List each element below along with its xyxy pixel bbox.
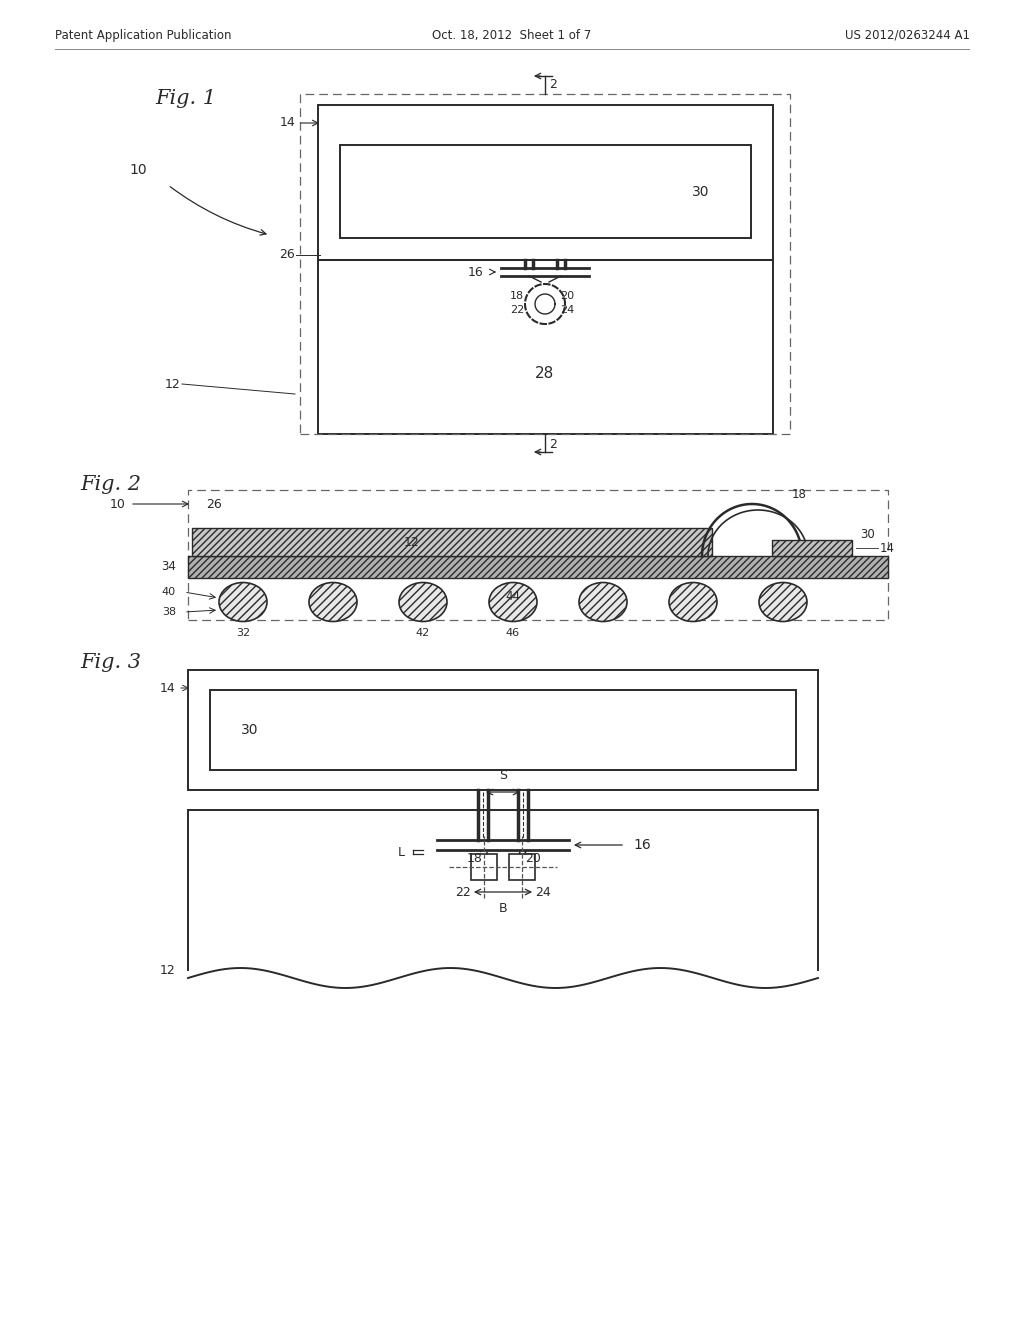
Text: B: B xyxy=(499,902,507,915)
Text: 18: 18 xyxy=(792,487,807,500)
Text: 30: 30 xyxy=(860,528,874,540)
Text: 26: 26 xyxy=(206,498,222,511)
Bar xyxy=(188,556,888,578)
Ellipse shape xyxy=(759,582,807,622)
Text: Fig. 1: Fig. 1 xyxy=(155,88,216,107)
Text: Fig. 2: Fig. 2 xyxy=(80,475,141,495)
Text: 30: 30 xyxy=(692,185,710,198)
Text: 2: 2 xyxy=(549,437,557,450)
Text: 20: 20 xyxy=(560,290,574,301)
Text: 16: 16 xyxy=(633,838,650,851)
Text: 24: 24 xyxy=(560,305,574,315)
Text: L: L xyxy=(398,846,406,858)
Ellipse shape xyxy=(219,582,267,622)
Ellipse shape xyxy=(399,582,447,622)
Text: 28: 28 xyxy=(536,367,555,381)
Text: 2: 2 xyxy=(549,78,557,91)
Ellipse shape xyxy=(309,582,357,622)
Text: 34: 34 xyxy=(161,561,176,573)
Text: 10: 10 xyxy=(129,162,146,177)
Text: 12: 12 xyxy=(164,378,180,391)
Text: S: S xyxy=(499,770,507,781)
Text: Oct. 18, 2012  Sheet 1 of 7: Oct. 18, 2012 Sheet 1 of 7 xyxy=(432,29,592,41)
Text: Patent Application Publication: Patent Application Publication xyxy=(55,29,231,41)
Ellipse shape xyxy=(489,582,537,622)
Text: Fig. 3: Fig. 3 xyxy=(80,652,141,672)
Text: 18: 18 xyxy=(510,290,524,301)
Bar xyxy=(193,528,712,556)
Text: 32: 32 xyxy=(236,627,250,638)
Text: 46: 46 xyxy=(506,627,520,638)
Text: 38: 38 xyxy=(162,607,176,616)
Text: 14: 14 xyxy=(280,116,295,129)
Bar xyxy=(772,540,852,556)
Text: 30: 30 xyxy=(242,723,259,737)
Text: 24: 24 xyxy=(536,886,551,899)
Text: 18: 18 xyxy=(467,851,483,865)
Text: 10: 10 xyxy=(110,498,126,511)
Text: 22: 22 xyxy=(455,886,471,899)
Text: 42: 42 xyxy=(416,627,430,638)
Text: 40: 40 xyxy=(162,587,176,597)
Text: 22: 22 xyxy=(510,305,524,315)
Text: US 2012/0263244 A1: US 2012/0263244 A1 xyxy=(845,29,970,41)
Ellipse shape xyxy=(579,582,627,622)
Ellipse shape xyxy=(669,582,717,622)
Text: 12: 12 xyxy=(404,536,420,549)
Text: 44: 44 xyxy=(506,590,520,603)
Text: 16: 16 xyxy=(467,265,483,279)
Text: 14: 14 xyxy=(160,681,175,694)
Text: 26: 26 xyxy=(280,248,295,261)
Text: 14: 14 xyxy=(880,541,895,554)
Text: 20: 20 xyxy=(525,851,541,865)
Text: 12: 12 xyxy=(160,964,175,977)
